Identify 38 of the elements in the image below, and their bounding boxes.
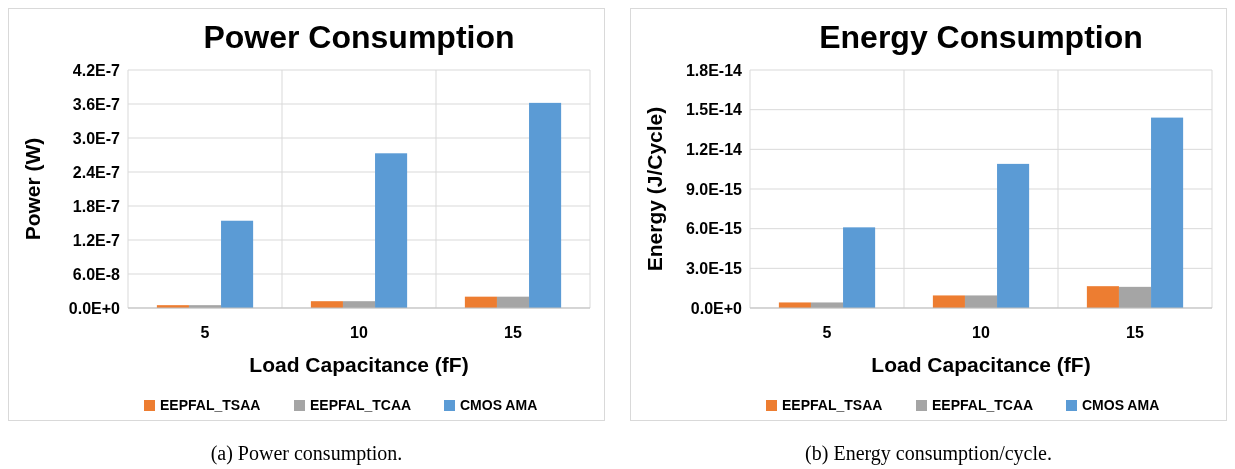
y-axis-title: Energy (J/Cycle) — [643, 106, 666, 272]
text: (b) Energy consumption/cycle. — [805, 442, 1052, 465]
x-axis-title: Load Capacitance (fF) — [249, 353, 469, 376]
x-tick-label: 10 — [350, 324, 368, 341]
y-tick-label: 4.2E-7 — [72, 61, 121, 79]
y-axis-title: Power (W) — [21, 137, 44, 241]
text: (a) Power consumption. — [210, 442, 403, 465]
y-tick-label: 0.0E+0 — [690, 299, 743, 317]
bar — [375, 153, 408, 308]
legend-label: CMOS AMA — [1082, 397, 1160, 413]
legend-label: EEPFAL_TSAA — [782, 397, 883, 413]
y-tick-label: 3.6E-7 — [72, 95, 121, 113]
y-tick-label: 1.8E-7 — [72, 197, 121, 215]
y-tick-label: 6.0E-15 — [685, 220, 743, 238]
y-tick-label: 1.5E-14 — [685, 101, 743, 119]
x-tick-label: 5 — [822, 324, 832, 341]
legend-label: CMOS AMA — [460, 397, 538, 413]
x-tick-label: 15 — [504, 324, 522, 341]
y-tick-label: 0.0E+0 — [68, 299, 121, 317]
y-tick-label: 3.0E-7 — [72, 129, 121, 147]
bar — [221, 220, 254, 308]
x-axis-title: Load Capacitance (fF) — [871, 353, 1091, 376]
y-tick-label: 1.8E-14 — [685, 61, 743, 79]
x-tick-label: 5 — [200, 324, 210, 341]
bar — [529, 102, 562, 308]
y-tick-label: 3.0E-15 — [685, 259, 743, 277]
y-tick-label: 1.2E-14 — [685, 140, 743, 158]
x-tick-label: 10 — [972, 324, 990, 341]
x-tick-label: 15 — [1126, 324, 1144, 341]
y-tick-label: 9.0E-15 — [685, 180, 743, 198]
chart-title: Power Consumption — [203, 19, 515, 55]
y-tick-label: 6.0E-8 — [72, 265, 121, 283]
y-tick-label: 2.4E-7 — [72, 163, 121, 181]
legend-label: EEPFAL_TCAA — [932, 397, 1034, 413]
legend-label: EEPFAL_TCAA — [310, 397, 412, 413]
y-tick-label: 1.2E-7 — [72, 231, 121, 249]
legend-label: EEPFAL_TSAA — [160, 397, 261, 413]
chart-title: Energy Consumption — [819, 19, 1143, 55]
